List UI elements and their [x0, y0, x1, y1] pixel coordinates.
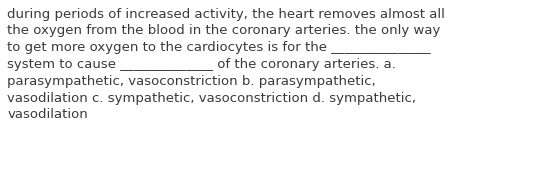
- Text: during periods of increased activity, the heart removes almost all
the oxygen fr: during periods of increased activity, th…: [7, 8, 445, 121]
